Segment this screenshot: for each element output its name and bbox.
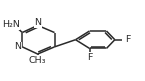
- Text: F: F: [87, 53, 92, 62]
- Text: N: N: [34, 18, 41, 27]
- Text: N: N: [14, 42, 22, 51]
- Text: F: F: [125, 35, 130, 44]
- Text: CH₃: CH₃: [29, 56, 46, 65]
- Text: H₂N: H₂N: [2, 20, 20, 29]
